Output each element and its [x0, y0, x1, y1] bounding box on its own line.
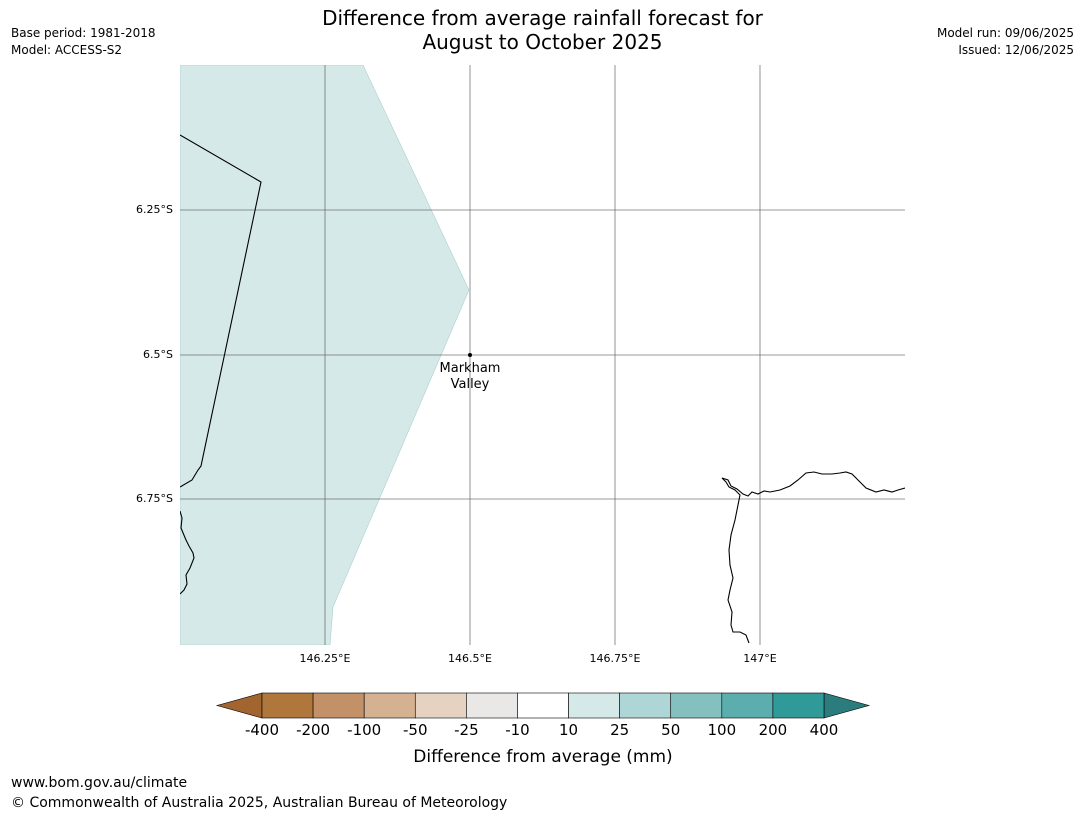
place-label-line2: Valley	[451, 377, 490, 392]
colorbar-tick-label: 50	[661, 721, 680, 739]
coastlines-boundaries	[180, 134, 905, 644]
colorbar-legend: -400 -200 -100 -50 -25 -10 10 25 50 100 200 400 Dif…	[215, 692, 871, 767]
model-run-text: Model run: 09/06/2025	[936, 26, 1074, 40]
colorbar-label: Difference from average (mm)	[413, 747, 672, 767]
model-text: Model: ACCESS-S2	[11, 43, 123, 57]
footer-url: www.bom.gov.au/climate	[11, 775, 188, 791]
lat-tick-labels: 6.25°S 6.5°S 6.75°S	[136, 203, 173, 505]
colorbar-cell	[261, 692, 314, 719]
colorbar-cell	[414, 692, 467, 719]
lat-label-6.25: 6.25°S	[136, 203, 173, 216]
map-title-line1: Difference from average rainfall forecas…	[322, 6, 763, 30]
colorbar-tick-label: 25	[610, 721, 629, 739]
colorbar-tick-label: -100	[347, 721, 381, 739]
map-title: Difference from average rainfall forecas…	[0, 6, 1085, 54]
colorbar-cell	[363, 692, 416, 719]
colorbar-over-arrow	[823, 692, 871, 719]
map-layers: Markham Valley	[180, 65, 905, 645]
footer-copyright: © Commonwealth of Australia 2025, Austra…	[11, 795, 508, 811]
markham-valley-marker	[468, 353, 472, 357]
lat-label-6.5: 6.5°S	[143, 348, 173, 361]
colorbar-tick-label: -400	[245, 721, 279, 739]
colorbar-tick-label: -200	[296, 721, 330, 739]
run-info: Model run: 09/06/2025 Issued: 12/06/2025	[937, 25, 1074, 59]
colorbar-cells	[261, 692, 825, 719]
colorbar-tick-label: 200	[759, 721, 788, 739]
colorbar-cell	[466, 692, 518, 719]
colorbar-under-arrow	[215, 692, 263, 719]
colorbar-tick-label: -50	[403, 721, 428, 739]
colorbar-cell	[517, 692, 569, 719]
lon-label-146.5: 146.5°E	[448, 652, 492, 665]
coastline-gulf	[721, 477, 750, 644]
place-label-line1: Markham	[440, 361, 501, 376]
map-title-line2: August to October 2025	[422, 30, 663, 54]
colorbar-cell	[721, 692, 774, 719]
base-period-text: Base period: 1981-2018	[11, 26, 156, 40]
colorbar-tick-label: 10	[559, 721, 578, 739]
base-info: Base period: 1981-2018 Model: ACCESS-S2	[11, 25, 156, 59]
colorbar-cell	[312, 692, 365, 719]
colorbar-cell	[772, 692, 825, 719]
coastline-southwest	[180, 510, 195, 595]
colorbar-tick-label: -10	[505, 721, 530, 739]
colorbar-tick-label: -25	[454, 721, 479, 739]
lon-label-146.25: 146.25°E	[300, 652, 351, 665]
lon-label-147: 147°E	[743, 652, 776, 665]
colorbar-tick-label: 100	[707, 721, 736, 739]
colorbar-cell	[619, 692, 672, 719]
colorbar-tick-label: 400	[810, 721, 839, 739]
boundary-line-west	[180, 134, 262, 488]
colorbar-cell	[670, 692, 723, 719]
gridlines	[180, 65, 905, 645]
colorbar-ticks: -400 -200 -100 -50 -25 -10 10 25 50 100 200 400	[245, 721, 838, 739]
issued-text: Issued: 12/06/2025	[958, 43, 1074, 57]
lon-tick-labels: 146.25°E 146.5°E 146.75°E 147°E	[300, 652, 777, 665]
lat-label-6.75: 6.75°S	[136, 492, 173, 505]
lon-label-146.75: 146.75°E	[590, 652, 641, 665]
coastline-southeast	[721, 471, 905, 497]
colorbar-cell	[568, 692, 620, 719]
